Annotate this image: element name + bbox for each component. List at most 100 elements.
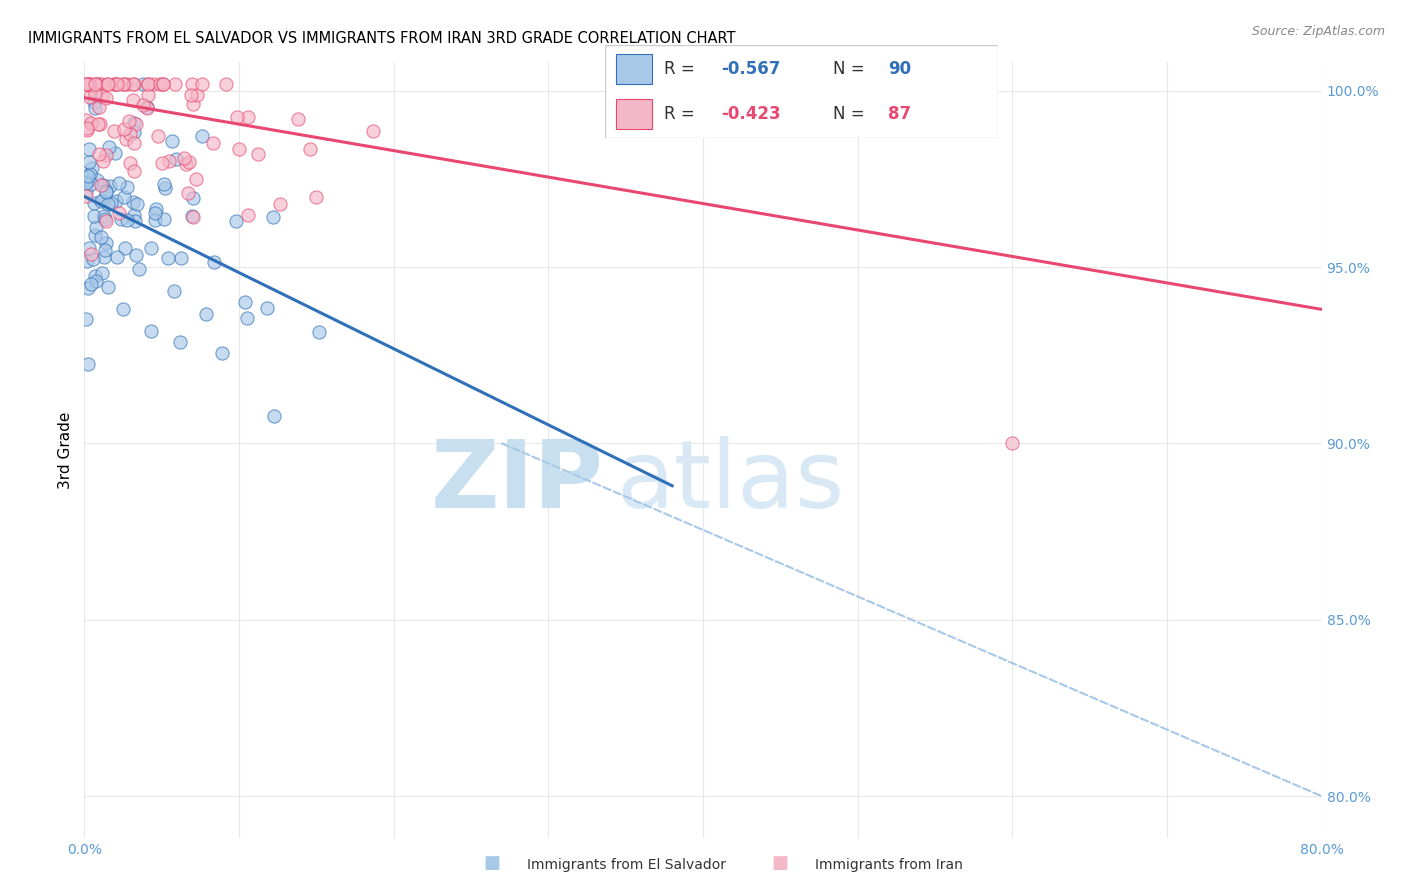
Point bbox=[299, 142, 322, 156]
Point bbox=[89, 117, 111, 131]
Point bbox=[122, 136, 145, 150]
Point bbox=[79, 77, 101, 91]
Point bbox=[83, 78, 105, 93]
Point bbox=[122, 164, 145, 178]
Point bbox=[112, 77, 135, 91]
Point bbox=[76, 358, 98, 372]
Point bbox=[80, 277, 103, 291]
Point bbox=[177, 186, 200, 200]
Point bbox=[94, 185, 117, 199]
Point bbox=[201, 136, 224, 151]
Point bbox=[236, 310, 259, 325]
Point bbox=[104, 77, 127, 91]
Point bbox=[176, 157, 198, 171]
Point bbox=[181, 210, 204, 224]
Point bbox=[236, 110, 259, 124]
Point bbox=[75, 77, 97, 91]
Point bbox=[79, 167, 101, 181]
Point bbox=[87, 147, 110, 161]
Point bbox=[105, 250, 128, 264]
Point bbox=[122, 93, 145, 107]
Point bbox=[75, 312, 97, 326]
Point bbox=[153, 181, 176, 195]
Point bbox=[83, 77, 105, 91]
Point bbox=[135, 100, 157, 114]
Point bbox=[305, 190, 328, 204]
Point bbox=[77, 142, 100, 156]
Point bbox=[86, 220, 108, 235]
Point bbox=[122, 116, 145, 130]
Point bbox=[79, 77, 101, 91]
Point bbox=[77, 169, 100, 184]
Text: -0.567: -0.567 bbox=[721, 60, 780, 78]
Bar bbox=[616, 99, 652, 129]
Point bbox=[269, 196, 291, 211]
Point bbox=[136, 77, 159, 91]
Bar bbox=[616, 54, 652, 84]
Point bbox=[228, 142, 250, 156]
Point bbox=[79, 116, 101, 130]
Point bbox=[115, 212, 138, 227]
Point bbox=[96, 77, 118, 91]
Point bbox=[76, 77, 98, 91]
Point bbox=[112, 190, 135, 204]
Point bbox=[103, 77, 125, 91]
Point bbox=[75, 113, 97, 128]
Point bbox=[256, 301, 278, 315]
Point bbox=[77, 281, 100, 295]
Point bbox=[181, 77, 204, 91]
Point bbox=[136, 87, 159, 102]
Point bbox=[262, 210, 284, 224]
Point bbox=[80, 177, 103, 191]
Point bbox=[112, 301, 135, 316]
Text: R =: R = bbox=[664, 60, 700, 78]
Point bbox=[145, 202, 167, 216]
Point bbox=[112, 77, 135, 91]
Point bbox=[83, 210, 105, 224]
Point bbox=[86, 274, 108, 288]
Point bbox=[91, 193, 114, 207]
Point bbox=[75, 185, 97, 199]
Point bbox=[127, 196, 149, 211]
Point bbox=[79, 77, 101, 91]
Point bbox=[125, 118, 148, 132]
Point bbox=[108, 206, 131, 220]
Point bbox=[132, 98, 155, 112]
Point bbox=[132, 77, 155, 91]
Point bbox=[83, 196, 105, 211]
Text: Source: ZipAtlas.com: Source: ZipAtlas.com bbox=[1251, 25, 1385, 38]
Point bbox=[93, 210, 115, 224]
Point bbox=[169, 334, 191, 349]
Point bbox=[211, 346, 233, 360]
Text: ■: ■ bbox=[772, 855, 789, 872]
Point bbox=[94, 184, 117, 198]
Point bbox=[84, 77, 107, 91]
Point bbox=[114, 131, 136, 145]
Point bbox=[79, 154, 101, 169]
Point bbox=[96, 148, 118, 162]
Point bbox=[118, 114, 141, 128]
Point bbox=[122, 209, 145, 223]
Point bbox=[87, 117, 110, 131]
Point bbox=[104, 194, 127, 208]
Point bbox=[87, 77, 110, 91]
Text: Immigrants from El Salvador: Immigrants from El Salvador bbox=[527, 858, 727, 872]
Point bbox=[153, 212, 176, 227]
Point bbox=[226, 110, 249, 124]
Point bbox=[120, 156, 142, 170]
Point bbox=[76, 120, 98, 135]
Text: -0.423: -0.423 bbox=[721, 105, 780, 123]
Point bbox=[94, 91, 117, 105]
Point bbox=[114, 241, 136, 255]
Text: Immigrants from Iran: Immigrants from Iran bbox=[815, 858, 963, 872]
Point bbox=[90, 77, 112, 91]
Point bbox=[143, 212, 166, 227]
Point bbox=[82, 252, 104, 266]
Point bbox=[100, 196, 122, 211]
Text: 87: 87 bbox=[889, 105, 911, 123]
Point bbox=[80, 247, 103, 261]
Point bbox=[115, 77, 138, 91]
Point bbox=[91, 178, 114, 192]
Point bbox=[97, 197, 120, 211]
Point bbox=[97, 280, 120, 294]
